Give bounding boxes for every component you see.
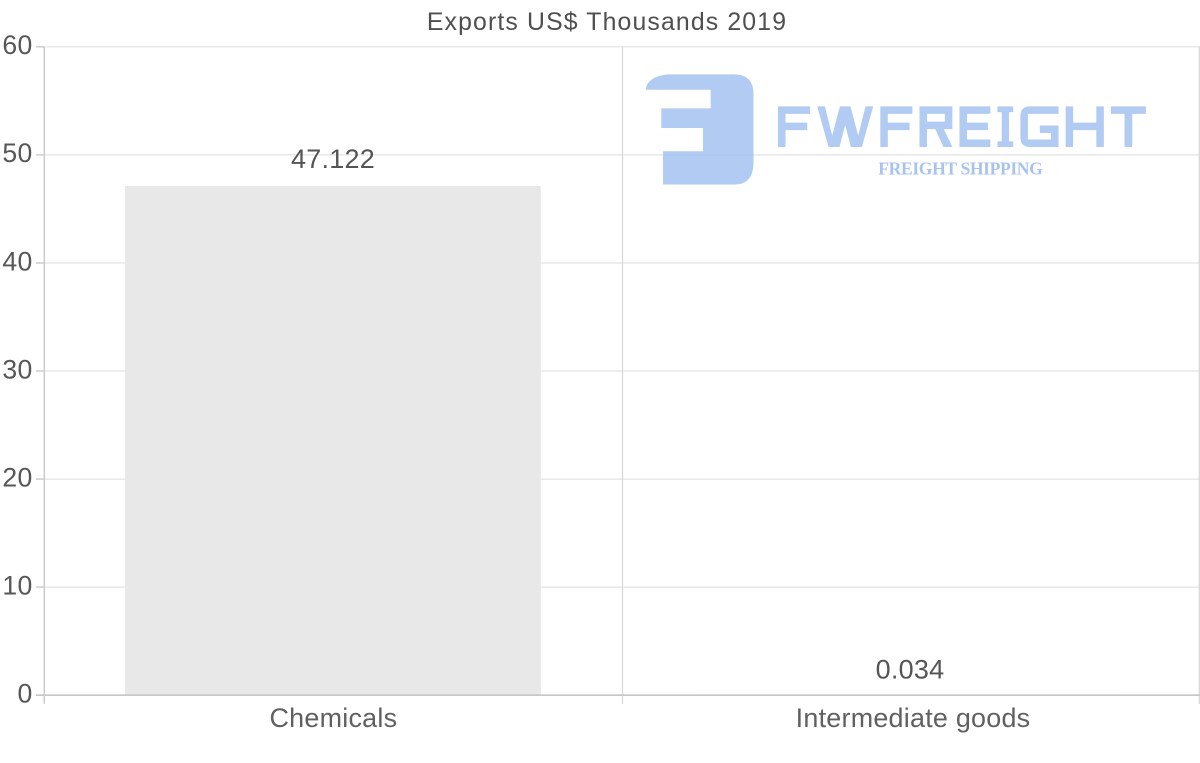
- svg-text:47.122: 47.122: [291, 144, 375, 174]
- svg-text:60: 60: [2, 30, 32, 60]
- svg-text:Intermediate goods: Intermediate goods: [796, 703, 1031, 733]
- svg-text:Exports US$ Thousands 2019: Exports US$ Thousands 2019: [427, 9, 787, 36]
- svg-text:10: 10: [2, 570, 32, 600]
- svg-text:40: 40: [2, 246, 32, 276]
- svg-text:0.034: 0.034: [876, 655, 945, 685]
- svg-text:20: 20: [2, 462, 32, 492]
- svg-text:Chemicals: Chemicals: [270, 703, 398, 733]
- svg-text:30: 30: [2, 354, 32, 384]
- svg-text:0: 0: [17, 679, 32, 709]
- svg-text:FREIGHT SHIPPING: FREIGHT SHIPPING: [878, 158, 1043, 178]
- svg-text:50: 50: [2, 138, 32, 168]
